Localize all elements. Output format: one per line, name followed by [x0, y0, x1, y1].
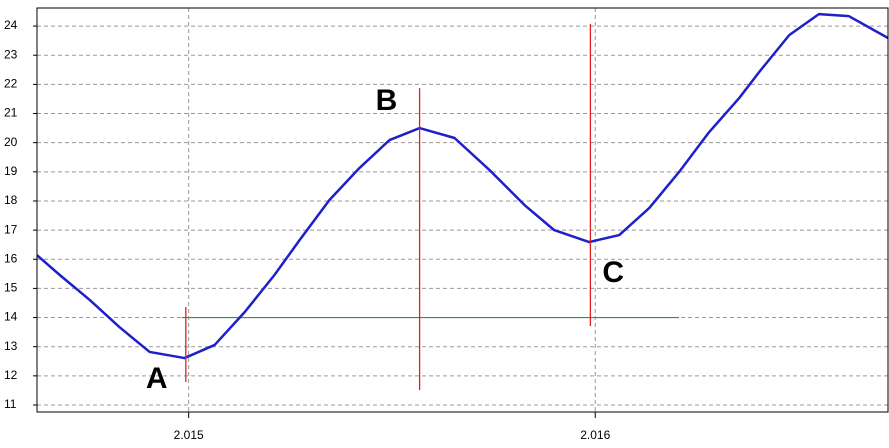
- x-tick-label: 2.015: [174, 428, 204, 442]
- y-tick-label: 19: [4, 164, 18, 178]
- y-tick-label: 23: [4, 47, 18, 61]
- plot-frame: [36, 7, 889, 413]
- y-tick-label: 18: [4, 193, 18, 207]
- y-tick-label: 12: [4, 368, 18, 382]
- y-tick-label: 16: [4, 251, 18, 265]
- y-tick-label: 24: [4, 18, 18, 32]
- y-tick-label: 22: [4, 77, 18, 91]
- data-line: [36, 12, 889, 360]
- marker-label: C: [602, 256, 624, 289]
- y-tick-label: 21: [4, 106, 18, 120]
- y-tick-label: 15: [4, 281, 18, 295]
- y-tick-label: 11: [4, 397, 17, 411]
- y-tick-label: 13: [4, 339, 18, 353]
- y-tick-label: 17: [4, 222, 18, 236]
- y-tick-label: 20: [4, 135, 18, 149]
- x-tick-label: 2.016: [580, 428, 610, 442]
- y-tick-label: 14: [4, 310, 18, 324]
- marker-label: A: [146, 362, 168, 395]
- marker-label: B: [376, 84, 398, 117]
